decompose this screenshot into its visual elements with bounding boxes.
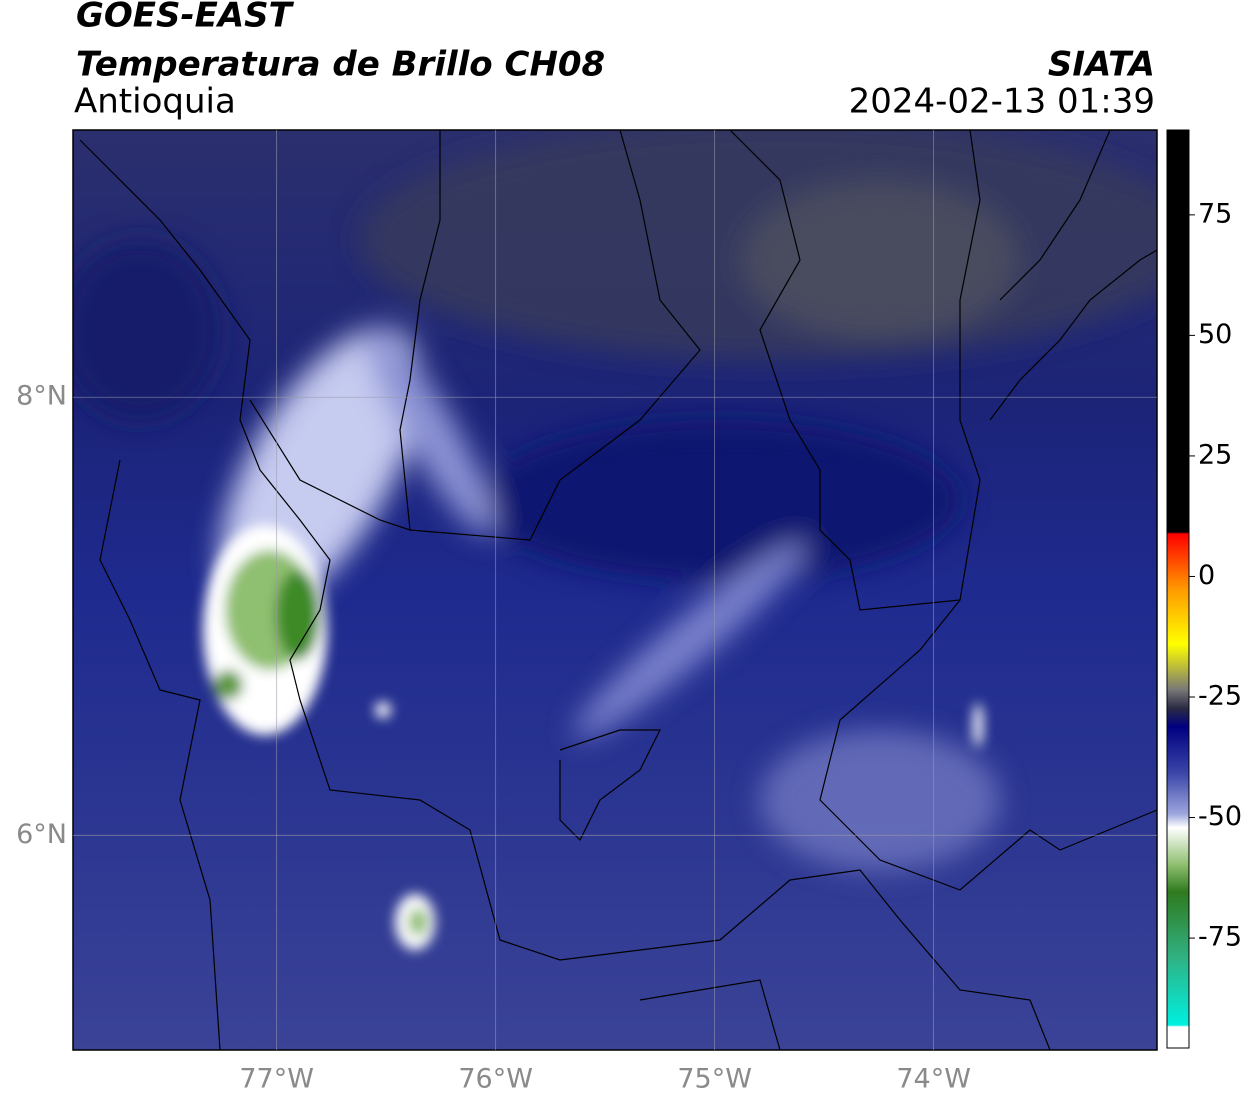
satellite-title: GOES-EAST (76, 0, 295, 36)
product-title: Temperatura de Brillo CH08 (76, 45, 605, 85)
lon-label: 75°W (677, 1064, 752, 1095)
colorbar-tick-label: -25 (1198, 681, 1242, 712)
map-image (73, 130, 1157, 1050)
colorbar (1166, 129, 1190, 1049)
lon-label: 74°W (896, 1064, 971, 1095)
map-frame (72, 129, 1158, 1051)
lat-label: 6°N (16, 819, 67, 850)
colorbar-tick-label: 25 (1198, 439, 1232, 470)
colorbar-tick-label: 50 (1198, 319, 1232, 350)
region: Antioquia (74, 82, 236, 122)
datetime: 2024-02-13 01:39 (849, 82, 1155, 122)
colorbar-tick-label: 75 (1198, 198, 1232, 229)
colorbar-tick-label: -75 (1198, 922, 1242, 953)
colorbar-tick-label: 0 (1198, 560, 1215, 591)
lon-label: 76°W (458, 1064, 533, 1095)
lat-label: 8°N (16, 381, 67, 412)
colorbar-tick-label: -50 (1198, 801, 1242, 832)
source: SIATA (1048, 45, 1155, 85)
lon-label: 77°W (239, 1064, 314, 1095)
